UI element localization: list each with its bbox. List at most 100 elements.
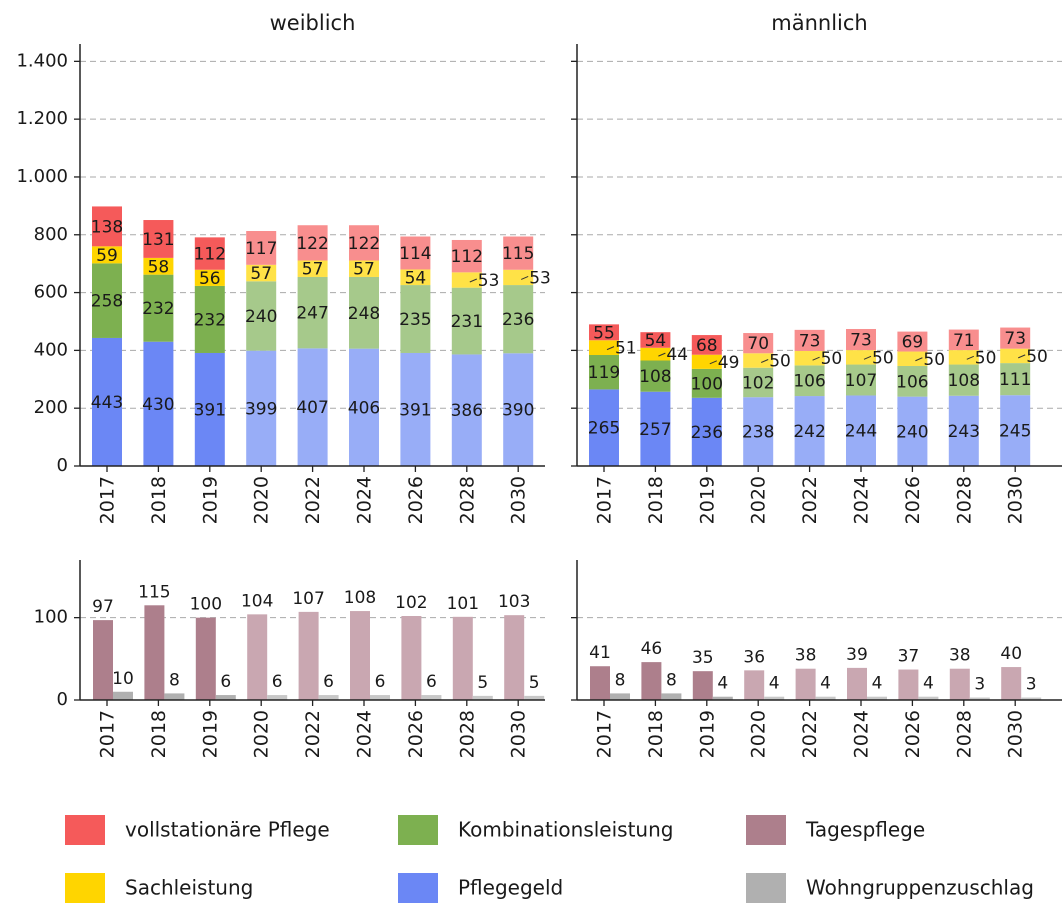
value-label: 73 [799,331,821,351]
value-label: 50 [975,348,997,368]
bar-segment [948,350,979,365]
x-tick-label: 2024 [354,476,376,524]
bar [661,693,682,700]
bar-segment [948,395,979,466]
x-tick-label: 2020 [748,710,770,758]
bar [641,662,662,700]
value-label: 122 [348,234,380,254]
value-label: 240 [245,307,277,327]
x-tick-label: 2024 [354,710,376,758]
value-label: 103 [498,592,530,612]
bar-segment [92,246,122,264]
value-label: 108 [639,367,671,387]
bar-segment [297,260,328,277]
legend-swatch [746,815,786,845]
bar-segment [846,364,876,396]
bar [918,696,939,700]
value-label: 265 [588,419,620,439]
legend-label: Tagespflege [805,818,925,842]
value-label: 39 [846,645,868,665]
value-label: 6 [272,672,283,692]
value-label: 73 [1004,329,1026,349]
bar-segment [400,236,431,270]
x-tick-label: 2026 [902,710,924,758]
bar-segment [503,353,534,466]
label-leader [606,346,615,351]
value-label: 102 [395,593,427,613]
bar-segment [640,360,671,392]
x-tick-label: 2026 [405,710,427,758]
value-label: 50 [769,352,791,372]
bar-segment [451,354,482,466]
legend-swatch [746,873,786,903]
y-tick-label: 100 [34,607,68,628]
value-label: 115 [502,244,534,264]
x-tick-label: 2028 [456,476,478,524]
value-label: 69 [902,333,924,353]
value-label: 391 [399,400,431,420]
bar-segment [349,225,379,261]
bar-segment [92,263,122,338]
legend-label: Sachleistung [125,876,253,900]
value-label: 8 [169,670,180,690]
x-tick-label: 2020 [748,476,770,524]
bar-segment [691,397,722,466]
legend-label: Kombinationsleistung [458,818,673,842]
value-label: 236 [691,423,723,443]
value-label: 70 [747,334,769,354]
value-label: 44 [666,345,688,365]
x-tick-label: 2026 [405,476,427,524]
bar-segment [451,287,482,355]
label-leader [915,357,923,362]
y-tick-label: 1.000 [16,166,68,187]
bar-segment [246,231,277,265]
bar-segment [846,328,876,351]
bar-segment [743,333,774,354]
value-label: 242 [793,422,825,442]
legend-swatch [398,815,438,845]
bar-segment [400,285,431,353]
bar [164,693,185,700]
legend-swatch [398,873,438,903]
x-tick-label: 2017 [594,710,616,758]
value-label: 243 [948,422,980,442]
bar [93,620,113,700]
bar-segment [143,220,174,258]
bar-segment [400,269,431,286]
value-label: 386 [451,401,483,421]
value-label: 4 [923,674,934,694]
bar-segment [691,354,722,369]
value-label: 6 [323,672,334,692]
y-tick-label: 0 [57,455,68,476]
value-label: 100 [190,595,222,615]
bar [815,696,836,700]
x-tick-label: 2022 [799,476,821,524]
value-label: 53 [529,268,551,288]
bar-segment [640,391,671,466]
bar [144,605,165,700]
x-tick-label: 2017 [97,476,119,524]
value-label: 115 [138,582,170,602]
bar [318,695,339,700]
bar [1021,697,1042,700]
value-label: 50 [923,350,945,370]
value-label: 106 [896,372,928,392]
x-tick-label: 2019 [199,710,221,758]
value-label: 399 [245,399,277,419]
bar-segment [143,341,174,466]
bar-segment [297,225,328,261]
value-label: 57 [353,260,375,280]
value-label: 40 [1000,644,1022,664]
value-label: 390 [502,401,534,421]
bar-segment [451,272,482,288]
x-tick-label: 2030 [1005,476,1027,524]
bar-segment [194,269,225,286]
value-label: 101 [447,594,479,614]
bar-segment [743,367,774,398]
bar-segment [451,239,482,273]
bar-segment [1000,348,1031,364]
value-label: 107 [292,589,324,609]
x-tick-label: 2020 [251,476,273,524]
value-label: 71 [953,331,975,351]
value-label: 49 [718,353,740,373]
